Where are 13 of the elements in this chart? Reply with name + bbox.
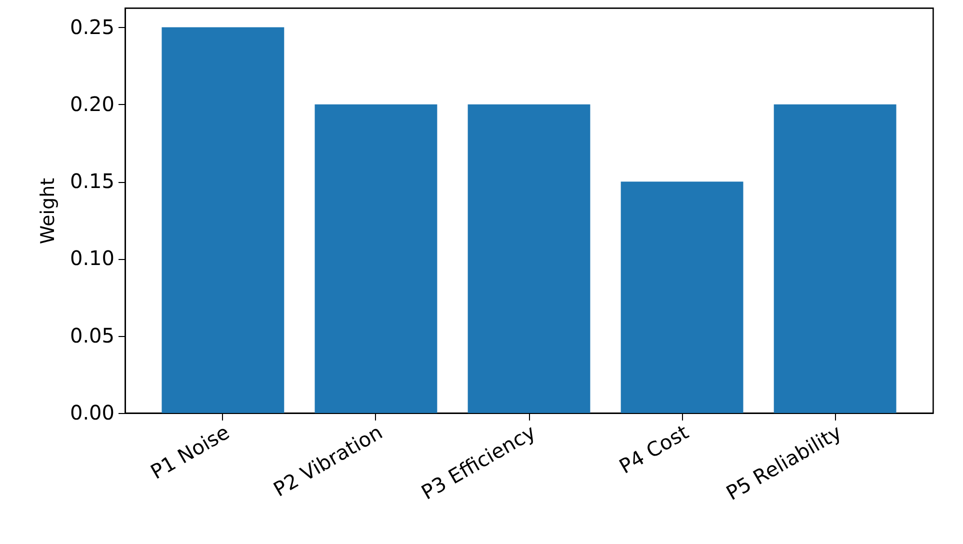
y-tick-label: 0.05 — [70, 323, 114, 348]
bar — [314, 104, 438, 413]
bar — [774, 104, 896, 413]
bar — [162, 27, 284, 413]
y-axis-title: Weight — [36, 178, 59, 244]
y-tick-label: 0.15 — [70, 169, 114, 194]
bar — [620, 182, 744, 413]
y-tick-label: 0.00 — [70, 400, 114, 424]
bar — [468, 104, 590, 413]
y-tick-label: 0.25 — [70, 14, 114, 39]
y-tick-label: 0.10 — [70, 246, 114, 270]
x-tick-label: P4 Cost — [615, 420, 693, 478]
y-tick-label: 0.20 — [70, 92, 114, 116]
